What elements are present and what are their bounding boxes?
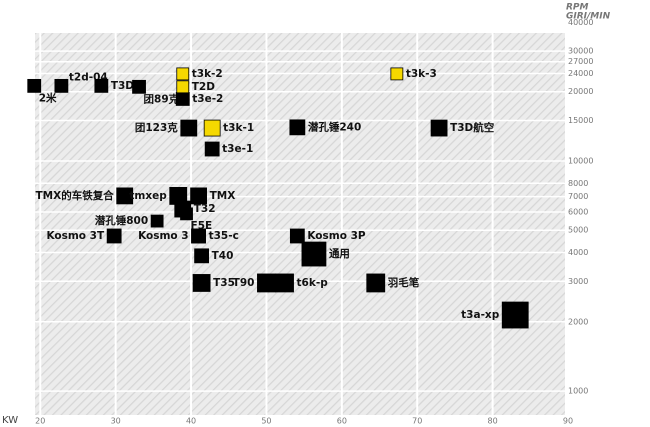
point — [289, 119, 306, 136]
point — [430, 119, 448, 137]
x-tick-label: 70 — [412, 417, 422, 426]
plot-area — [35, 33, 565, 415]
point — [27, 78, 42, 93]
point — [132, 79, 146, 94]
point-label: t3e-1 — [222, 143, 253, 155]
x-tick-label: 40 — [186, 417, 196, 426]
point — [501, 301, 529, 329]
x-tick-label: 80 — [488, 417, 498, 426]
y-tick-label: 30000 — [568, 47, 593, 56]
point — [176, 67, 190, 81]
point — [390, 67, 404, 81]
point — [54, 78, 69, 93]
point-label: t3k-3 — [406, 68, 437, 80]
y-tick-label: 6000 — [568, 208, 588, 217]
y-tick-label: 10000 — [568, 156, 593, 165]
point-label: 潜孔锤240 — [308, 120, 361, 133]
point-label: t3a-xp — [461, 309, 500, 321]
point — [106, 228, 122, 244]
y-tick-label: 2000 — [568, 317, 588, 326]
y-tick-label: 20000 — [568, 87, 593, 96]
point-label: T40 — [212, 250, 234, 262]
y-tick-label: 7000 — [568, 192, 588, 201]
point — [176, 80, 190, 94]
y-tick-label: 24000 — [568, 69, 593, 78]
point-label: T3D航空 — [450, 121, 494, 134]
y-tick-label: 5000 — [568, 226, 588, 235]
point-label: 潜孔锤800 — [95, 214, 148, 227]
point-label: 通用 — [329, 248, 350, 260]
y-tick-label: 3000 — [568, 277, 588, 286]
x-tick-label: 60 — [337, 417, 347, 426]
x-tick-label: 50 — [261, 417, 271, 426]
point — [203, 119, 221, 137]
y-tick-label: 15000 — [568, 116, 593, 125]
y-tick-label: 1000 — [568, 387, 588, 396]
point-label: Kosmo 3P — [307, 230, 366, 242]
point — [94, 78, 109, 93]
point-label: t6k-p — [297, 277, 329, 289]
point-label: T35 — [213, 277, 235, 289]
point-label: 团123克 — [135, 121, 178, 134]
point — [257, 273, 276, 293]
point-label: T3D — [111, 80, 134, 92]
point-label: TMX — [210, 190, 236, 202]
x-tick-label: 90 — [563, 417, 573, 426]
point-label: tmxep — [129, 190, 167, 202]
point-label: 团89克 — [144, 92, 180, 105]
point-label: T32 — [194, 203, 216, 215]
point — [190, 187, 207, 205]
point — [192, 274, 211, 292]
point-label: Kosmo 3 — [138, 230, 189, 242]
point — [175, 92, 190, 106]
x-label: KW — [2, 415, 18, 426]
point — [194, 248, 210, 264]
point — [191, 228, 206, 244]
point-label: 2米 — [39, 91, 57, 104]
point-label: T90 — [233, 277, 255, 289]
point — [204, 141, 220, 157]
y-label: RPM — [566, 3, 589, 13]
point-label: 羽毛笔 — [388, 276, 420, 289]
y-tick-label: 8000 — [568, 179, 588, 188]
point — [116, 187, 134, 205]
point-label: t35-c — [209, 230, 239, 242]
point — [275, 273, 294, 293]
x-tick-label: 20 — [35, 417, 45, 426]
y-tick-label: 4000 — [568, 248, 588, 257]
x-tick-label: 30 — [111, 417, 121, 426]
point-label: Kosmo 3T — [46, 230, 105, 242]
point — [150, 214, 164, 228]
point-label: T2D — [192, 81, 215, 93]
y-sublabel: GIRI/MIN — [566, 12, 611, 22]
point — [180, 119, 198, 137]
point — [289, 228, 305, 244]
point — [180, 207, 193, 221]
y-tick-label: 40000 — [568, 18, 593, 27]
point — [366, 273, 386, 293]
point-label: t3e-2 — [192, 93, 223, 105]
y-tick-label: 27000 — [568, 57, 593, 66]
point-label: TMX的车铁复合 — [35, 189, 114, 202]
point-label: t3k-2 — [192, 68, 223, 80]
point-label: t3k-1 — [223, 122, 254, 134]
point — [301, 241, 327, 267]
